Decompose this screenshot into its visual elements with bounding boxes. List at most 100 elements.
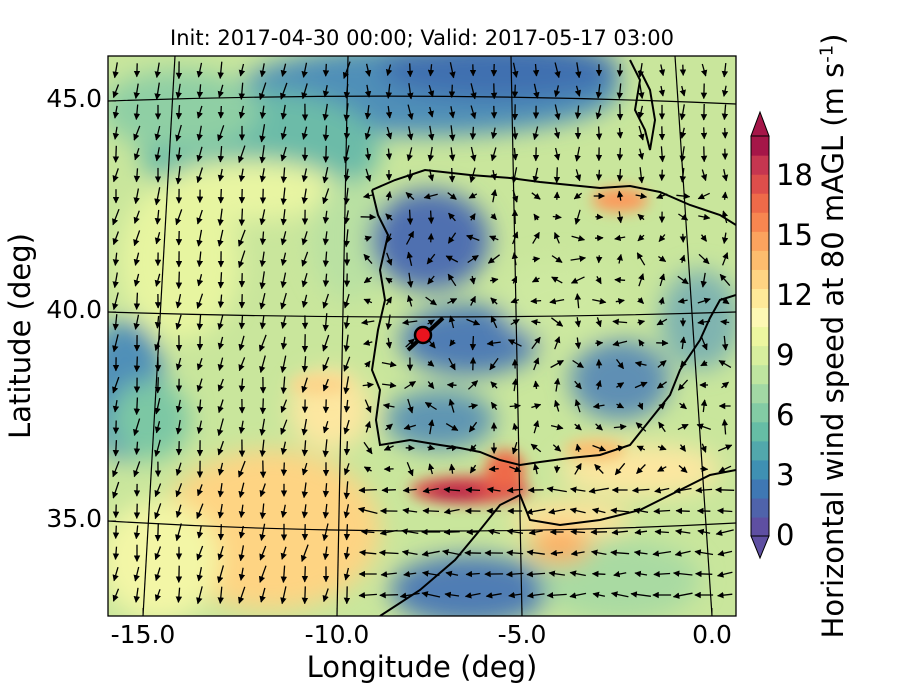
wind-arrow: [196, 293, 204, 309]
wind-arrow: [383, 444, 394, 451]
wind-arrow: [657, 444, 667, 451]
wind-arrow: [526, 592, 545, 599]
wind-arrow: [512, 62, 519, 78]
wind-arrow: [469, 213, 476, 221]
wind-arrow: [594, 464, 604, 474]
wind-arrow: [196, 146, 203, 162]
wind-arrow: [154, 523, 162, 542]
wind-arrow: [595, 105, 602, 120]
wind-arrow: [322, 251, 330, 268]
y-tick-label: 45.0: [46, 84, 102, 113]
wind-arrow: [259, 315, 267, 330]
wind-arrow: [653, 570, 671, 578]
wind-arrow: [700, 127, 708, 140]
wind-arrow: [466, 318, 481, 326]
wind-arrow: [637, 319, 646, 326]
wind-arrow: [259, 209, 266, 226]
wind-arrow: [406, 63, 414, 78]
wind-arrow: [175, 523, 182, 542]
wind-arrow: [301, 188, 308, 205]
colorbar-tick-label: 15: [776, 218, 813, 252]
wind-arrow: [112, 334, 119, 353]
wind-arrow: [448, 212, 456, 222]
colorbar-label-text: Horizontal wind speed at 80 mAGL (m s: [816, 62, 850, 639]
wind-arrow: [403, 570, 417, 578]
wind-arrow: [385, 277, 393, 284]
wind-arrow: [196, 314, 204, 331]
wind-arrow: [322, 439, 329, 458]
wind-arrow: [486, 339, 501, 347]
wind-arrow: [506, 528, 524, 535]
wind-arrow: [259, 398, 267, 415]
wind-arrow: [637, 297, 644, 304]
wind-arrow: [175, 147, 183, 162]
wind-arrow: [511, 442, 519, 455]
wind-arrow: [634, 570, 648, 578]
wind-arrow: [595, 83, 603, 99]
wind-arrow: [196, 545, 204, 561]
wind-arrow: [636, 252, 646, 266]
wind-arrow: [447, 232, 457, 244]
colorbar-step: [751, 174, 769, 194]
colorbar-max-extension: [750, 110, 770, 137]
wind-arrow: [343, 168, 351, 182]
wind-arrow: [548, 570, 565, 577]
wind-arrow: [612, 340, 628, 347]
wind-arrow: [175, 587, 183, 603]
wind-arrow: [531, 276, 540, 283]
wind-arrow: [506, 486, 523, 494]
colorbar-tick-label: 9: [776, 338, 795, 372]
wind-arrow: [658, 402, 666, 410]
wind-arrow: [427, 275, 435, 285]
wind-arrow: [343, 504, 350, 519]
wind-arrow: [154, 273, 161, 287]
wind-arrow: [614, 234, 626, 242]
wind-arrow: [360, 528, 375, 536]
wind-arrow: [112, 84, 120, 99]
wind-arrow: [610, 591, 629, 598]
wind-arrow: [552, 213, 562, 221]
wind-arrow: [506, 549, 524, 557]
wind-arrow: [301, 377, 308, 393]
wind-arrow: [385, 423, 393, 431]
wind-arrow: [217, 314, 224, 331]
wind-arrow: [533, 83, 540, 99]
wind-arrow: [447, 192, 457, 200]
wind-arrow: [637, 234, 645, 242]
wind-arrow: [406, 294, 414, 307]
wind-arrow: [112, 231, 120, 246]
wind-arrow: [175, 271, 183, 290]
wind-arrow: [133, 168, 141, 183]
wind-arrow: [469, 295, 476, 306]
wind-arrow: [637, 62, 645, 78]
wind-arrow: [591, 570, 606, 578]
wind-arrow: [259, 168, 267, 183]
wind-arrow: [635, 192, 648, 200]
wind-arrow: [322, 421, 330, 434]
wind-arrow: [549, 298, 565, 305]
wind-arrow: [280, 355, 287, 374]
wind-arrow: [259, 63, 267, 78]
wind-arrow: [592, 591, 606, 599]
x-tick-label: -15.0: [110, 620, 176, 649]
wind-arrow: [217, 272, 225, 289]
wind-arrow: [322, 334, 330, 352]
wind-arrow: [154, 62, 161, 79]
wind-arrow: [154, 147, 162, 162]
wind-arrow: [511, 126, 519, 140]
wind-arrow: [465, 486, 481, 494]
wind-arrow: [112, 62, 119, 79]
wind-arrow: [595, 126, 603, 141]
wind-arrow: [343, 567, 351, 581]
wind-arrow: [364, 420, 372, 433]
wind-arrow: [634, 381, 648, 389]
wind-arrow: [405, 338, 415, 348]
wind-arrow: [402, 486, 417, 494]
colorbar-step: [751, 440, 769, 461]
wind-arrow: [715, 529, 734, 536]
wind-arrow: [445, 570, 459, 578]
wind-arrow: [569, 592, 587, 599]
wind-arrow: [427, 106, 434, 118]
wind-arrow: [571, 235, 586, 242]
wind-arrow: [616, 63, 624, 77]
